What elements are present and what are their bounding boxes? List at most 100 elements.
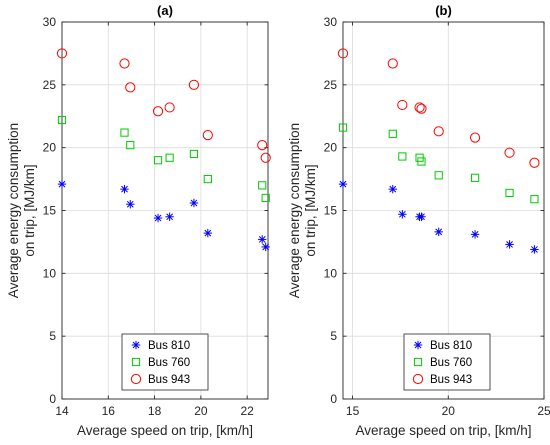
y-axis-label-line: Average energy consumption <box>6 123 21 298</box>
marker-stroke <box>154 214 162 222</box>
legend-marker <box>130 373 142 385</box>
marker-shape <box>416 103 427 114</box>
marker-shape <box>202 130 213 141</box>
marker-stroke <box>204 229 212 237</box>
legend-label: Bus 943 <box>430 374 472 386</box>
data-point <box>119 58 130 69</box>
data-point <box>434 227 443 237</box>
data-point <box>338 179 348 189</box>
x-tick-label: 22 <box>240 404 254 418</box>
series-bus-760 <box>57 115 270 203</box>
data-point <box>153 213 163 223</box>
data-point <box>258 235 267 244</box>
marker-shape <box>131 357 141 367</box>
marker-stroke <box>435 228 443 236</box>
data-point <box>529 157 540 168</box>
data-point <box>470 173 480 182</box>
marker-shape <box>152 106 164 117</box>
data-point <box>414 102 425 113</box>
marker-stroke <box>58 180 66 188</box>
marker-stroke <box>389 185 397 193</box>
chart-panel-b: 15 20 25 0 5 10 15 20 25 30 (b) Average speed on tr… <box>287 3 550 438</box>
data-point <box>338 123 348 132</box>
data-point <box>189 198 199 208</box>
y-axis-label-line: on trip, [MJ/km] <box>22 164 37 256</box>
data-point <box>505 240 514 249</box>
data-point <box>433 126 444 137</box>
marker-shape <box>125 82 136 93</box>
data-point <box>202 130 213 141</box>
data-point <box>388 129 397 138</box>
data-point <box>125 82 136 93</box>
data-point <box>261 193 270 203</box>
marker-stroke <box>506 241 513 248</box>
y-tick-label: 25 <box>324 78 338 92</box>
marker-shape <box>433 126 444 137</box>
marker-shape <box>529 157 540 168</box>
marker-shape <box>130 373 142 385</box>
data-point <box>165 212 174 221</box>
data-point <box>165 153 174 162</box>
legend-label: Bus 810 <box>148 340 190 352</box>
data-point <box>203 174 212 184</box>
data-point <box>397 99 408 111</box>
data-point <box>257 140 268 151</box>
x-tick-label: 20 <box>442 404 456 418</box>
data-point <box>470 230 480 239</box>
data-point <box>260 152 271 163</box>
data-point <box>203 228 213 238</box>
marker-stroke <box>398 210 406 218</box>
marker-shape <box>337 48 349 59</box>
x-tick-label: 15 <box>346 404 360 418</box>
data-point <box>126 200 135 209</box>
marker-shape <box>56 48 68 59</box>
marker-shape <box>126 141 135 150</box>
data-point <box>152 106 164 117</box>
marker-stroke <box>471 230 479 238</box>
marker-shape <box>165 153 174 162</box>
data-point <box>530 195 539 204</box>
x-tick-label: 18 <box>148 404 162 418</box>
marker-stroke <box>339 180 347 188</box>
data-point <box>57 179 67 189</box>
data-point <box>153 156 163 165</box>
x-tick-label: 16 <box>102 404 116 418</box>
marker-shape <box>338 123 348 132</box>
y-axis-label-line: Average energy consumption <box>287 123 302 298</box>
marker-shape <box>261 193 270 203</box>
marker-shape <box>153 156 163 165</box>
data-point <box>417 212 426 221</box>
chart-panel-a: 14 16 18 20 22 0 5 10 15 20 25 30 (a) Average speed o… <box>6 3 271 438</box>
marker-stroke <box>132 341 140 349</box>
data-point <box>398 210 407 219</box>
x-tick-label: 20 <box>194 404 208 418</box>
legend: Bus 810 Bus 760 Bus 943 <box>121 333 209 391</box>
marker-shape <box>387 58 398 69</box>
marker-shape <box>470 173 480 182</box>
y-tick-label: 0 <box>49 392 56 406</box>
legend-marker <box>131 357 141 367</box>
marker-shape <box>258 181 267 190</box>
data-point <box>387 58 398 69</box>
x-axis-label: Average speed on trip, [km/h] <box>355 423 531 438</box>
marker-shape <box>397 99 408 111</box>
data-point <box>469 132 481 143</box>
series-bus-810 <box>57 179 270 252</box>
marker-shape <box>388 129 397 138</box>
x-axis-label: Average speed on trip, [km/h] <box>77 423 253 438</box>
marker-shape <box>189 149 199 159</box>
data-point <box>57 115 67 125</box>
legend: Bus 810 Bus 760 Bus 943 <box>403 333 491 391</box>
marker-shape <box>164 102 175 113</box>
marker-shape <box>504 147 515 158</box>
data-point <box>337 48 349 59</box>
data-point <box>188 79 200 90</box>
marker-stroke <box>258 236 266 243</box>
marker-shape <box>188 79 200 90</box>
marker-shape <box>120 128 129 137</box>
y-tick-label: 5 <box>49 329 56 343</box>
y-axis-label: Average energy consumptionon trip, [MJ/k… <box>6 123 37 298</box>
marker-shape <box>417 157 426 166</box>
legend-marker <box>413 357 423 367</box>
